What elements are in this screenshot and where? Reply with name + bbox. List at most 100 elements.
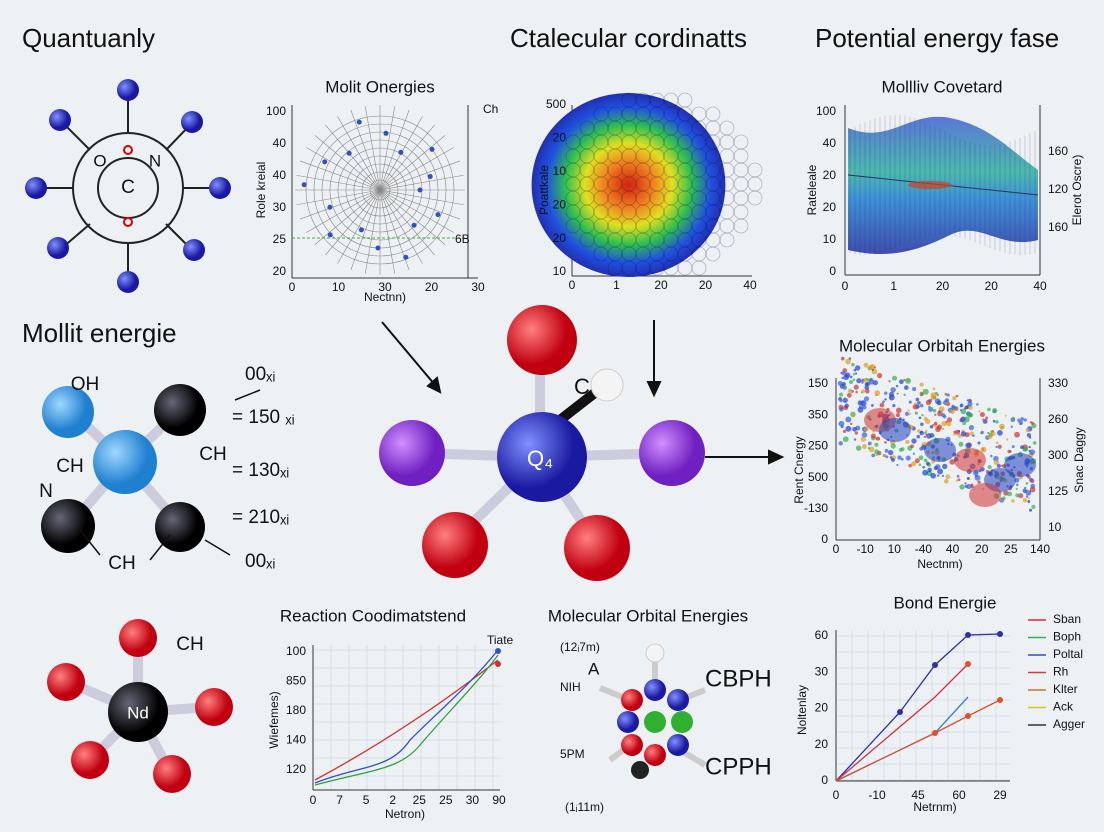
scatter-dot	[861, 432, 868, 438]
heat-cell	[621, 176, 637, 192]
heat-cell	[719, 190, 735, 206]
tick-label: 0	[821, 532, 828, 546]
scatter-dot	[957, 478, 961, 482]
scatter-dot	[905, 439, 910, 445]
scatter-dot	[840, 356, 845, 361]
tick-label: 40	[743, 278, 757, 292]
scatter-dot	[908, 400, 912, 404]
heat-cell	[621, 260, 637, 276]
tick-label: 10	[553, 164, 567, 178]
scatter-dot	[945, 401, 949, 405]
scatter-dot	[923, 435, 927, 439]
scatter-dot	[915, 397, 920, 402]
scatter-dot	[944, 479, 949, 484]
scatter-dot	[1023, 418, 1027, 422]
scatter-dot	[914, 411, 918, 415]
heat-cell	[621, 204, 637, 220]
tick-label: 0	[289, 280, 296, 294]
scatter-dot	[946, 393, 950, 397]
heat-cell	[733, 148, 749, 164]
scatter-dot	[846, 392, 852, 398]
heat-cell	[663, 260, 679, 276]
scatter-dot	[874, 449, 880, 455]
scatter-dot	[987, 407, 991, 412]
scatter-dot	[925, 433, 928, 436]
heading: Ctalecular cordinatts	[510, 23, 747, 53]
scatter-dot	[900, 447, 905, 452]
scatter-dot	[1022, 446, 1027, 451]
heat-cell	[607, 232, 623, 248]
scatter-dot	[1028, 445, 1031, 449]
heat-cell	[621, 232, 637, 248]
tick-label: 250	[808, 439, 828, 453]
heat-cell	[593, 218, 609, 234]
heat-cell	[691, 232, 707, 248]
scatter-dot	[868, 364, 874, 370]
scatter-dot	[945, 474, 951, 480]
label: (12ᵢ7m)	[560, 640, 600, 654]
heat-cell	[649, 246, 665, 262]
label: NIH	[560, 680, 581, 694]
scatter-dot	[918, 416, 922, 420]
heat-cell	[691, 162, 707, 178]
heat-cell	[565, 148, 581, 164]
scatter-dot	[980, 446, 987, 453]
scatter-dot	[911, 461, 917, 467]
scatter-dot	[909, 412, 912, 415]
tick-label: 7	[336, 793, 343, 807]
scatter-cluster	[954, 448, 986, 472]
scatter-dot	[925, 461, 930, 466]
heat-cell	[719, 218, 735, 234]
scatter-dot	[922, 389, 926, 392]
scatter-dot	[982, 418, 988, 424]
heat-cell	[593, 148, 609, 164]
scatter-dot	[869, 379, 875, 385]
scatter-dot	[839, 392, 844, 397]
heat-cell	[635, 120, 651, 136]
scatter-dot	[854, 372, 858, 375]
heat-cell	[705, 134, 721, 150]
heat-cell	[663, 176, 679, 192]
polar-spoke	[379, 189, 423, 264]
legend-label: Poltal	[1053, 647, 1083, 661]
label: CPPH	[705, 753, 772, 780]
heat-cell	[705, 232, 721, 248]
scatter-dot	[992, 408, 998, 414]
heat-cell	[719, 120, 735, 136]
scatter-dot	[891, 458, 895, 462]
scatter-dot	[1025, 482, 1029, 485]
scatter-dot	[861, 444, 867, 449]
polar-point	[327, 204, 333, 210]
annotation: Tiate	[487, 633, 514, 647]
scatter-dot	[944, 392, 948, 396]
scatter-dot	[993, 459, 1000, 466]
scatter-dot	[845, 416, 852, 423]
scatter-dot	[995, 445, 998, 449]
tick-label: 20	[985, 279, 999, 293]
polar-point	[435, 212, 441, 218]
heat-cell	[635, 162, 651, 178]
heat-cell	[607, 176, 623, 192]
scatter-dot	[1027, 500, 1031, 503]
scatter-dot	[849, 379, 854, 384]
tick-label: 40	[823, 136, 837, 150]
scatter-dot	[854, 365, 861, 371]
polar-point	[358, 227, 364, 233]
scatter-dot	[938, 410, 941, 413]
tick-label: 30	[273, 200, 287, 214]
tick-label: -10	[868, 788, 886, 802]
axis-label: Noltenlay	[795, 685, 809, 735]
scatter-dot	[1029, 508, 1033, 512]
scatter-dot	[861, 381, 864, 384]
tick-label: 40	[273, 136, 287, 150]
axis-label: Wiefemes)	[267, 691, 281, 748]
tick-label: 20	[815, 701, 829, 715]
scatter-dot	[972, 434, 975, 437]
tick-label: 300	[1048, 448, 1068, 462]
tick-label: 20	[425, 280, 439, 294]
scatter-dot	[862, 405, 867, 410]
polar-spoke	[325, 124, 381, 191]
heat-cell	[635, 92, 651, 108]
heat-cell	[593, 232, 609, 248]
surface-chart	[844, 105, 1041, 276]
